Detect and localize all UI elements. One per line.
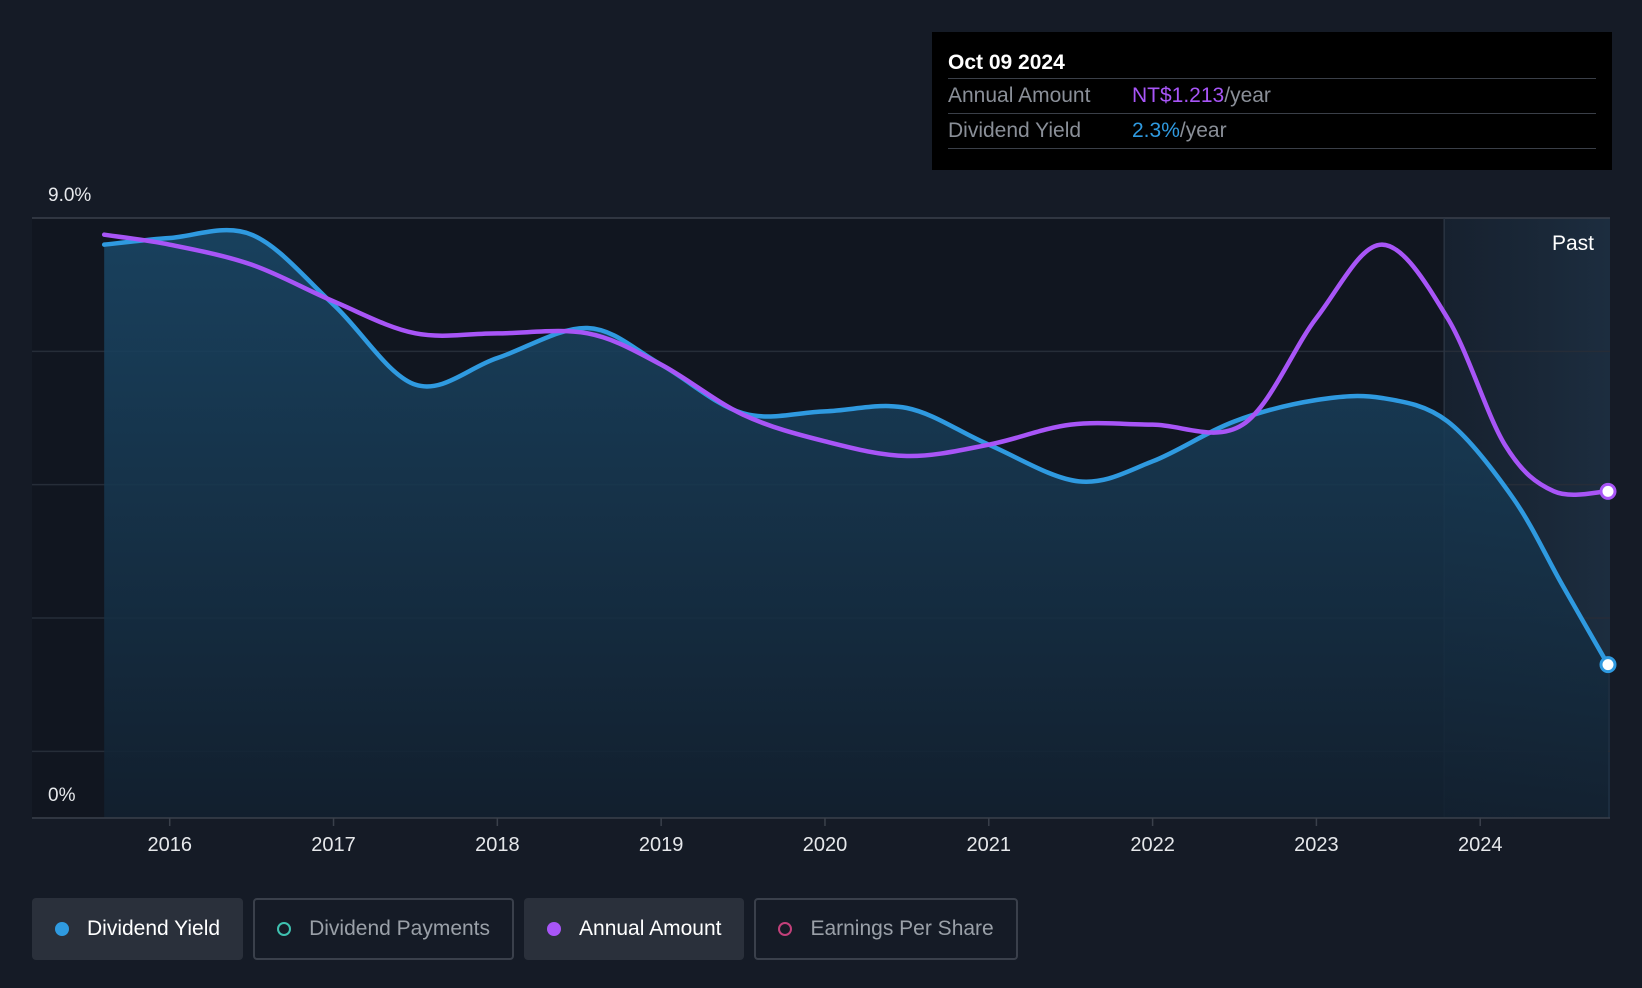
y-axis-top-label: 9.0% <box>48 185 91 206</box>
legend-label: Annual Amount <box>579 917 722 940</box>
tooltip-unit: /year <box>1224 84 1271 107</box>
dividend-yield-area <box>104 230 1609 818</box>
x-tick-label: 2017 <box>311 834 356 856</box>
x-tick-label: 2020 <box>803 834 848 856</box>
legend-earnings-per-share[interactable]: Earnings Per Share <box>754 898 1018 960</box>
legend-annual-amount[interactable]: Annual Amount <box>524 898 745 960</box>
legend-label: Dividend Yield <box>87 917 221 940</box>
legend-dividend-payments[interactable]: Dividend Payments <box>253 898 515 960</box>
dividend-payments-ring-icon <box>277 922 292 936</box>
legend-label: Dividend Payments <box>309 917 491 940</box>
dividend-yield-end-marker[interactable] <box>1599 656 1617 674</box>
x-tick-label: 2022 <box>1130 834 1175 856</box>
x-tick-label: 2023 <box>1294 834 1339 856</box>
legend: Dividend Yield Dividend Payments Annual … <box>32 898 1018 960</box>
x-axis: 2016 2017 2018 2019 2020 2021 2022 2023 2024 <box>32 817 1610 856</box>
y-axis-bottom-label: 0% <box>48 785 76 806</box>
legend-label: Earnings Per Share <box>810 917 994 940</box>
tooltip-label: Dividend Yield <box>948 119 1082 142</box>
x-tick-label: 2024 <box>1458 834 1503 856</box>
past-label: Past <box>1552 232 1594 255</box>
tooltip-row-dividend-yield: Dividend Yield 2.3% /year <box>948 114 1596 149</box>
tooltip-row-annual-amount: Annual Amount NT$1.213 /year <box>948 79 1596 114</box>
annual-amount-dot-icon <box>547 922 562 936</box>
tooltip-unit: /year <box>1179 119 1227 142</box>
earnings-per-share-ring-icon <box>778 922 793 936</box>
x-tick-label: 2018 <box>475 834 520 856</box>
tooltip-label: Annual Amount <box>948 84 1091 107</box>
annual-amount-end-marker[interactable] <box>1599 482 1617 500</box>
annual-amount-line <box>101 232 1611 498</box>
tooltip-date: Oct 09 2024 <box>948 48 1596 79</box>
dividend-yield-dot-icon <box>55 922 69 936</box>
legend-dividend-yield[interactable]: Dividend Yield <box>32 898 244 960</box>
x-tick-label: 2021 <box>967 834 1012 856</box>
dividend-yield-line <box>101 227 1611 667</box>
x-tick-label: 2016 <box>147 834 192 856</box>
x-tick-label: 2019 <box>639 834 684 856</box>
tooltip: Oct 09 2024 Annual Amount NT$1.213 /year… <box>932 32 1612 170</box>
tooltip-value: 2.3% <box>1132 119 1180 142</box>
tooltip-value: NT$1.213 <box>1132 84 1225 107</box>
